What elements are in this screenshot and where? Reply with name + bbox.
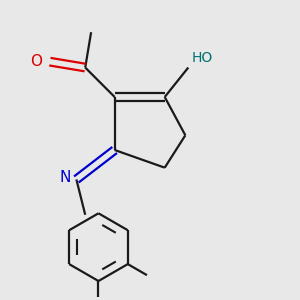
Text: O: O	[31, 54, 43, 69]
Text: N: N	[59, 170, 70, 185]
Text: HO: HO	[191, 51, 212, 64]
